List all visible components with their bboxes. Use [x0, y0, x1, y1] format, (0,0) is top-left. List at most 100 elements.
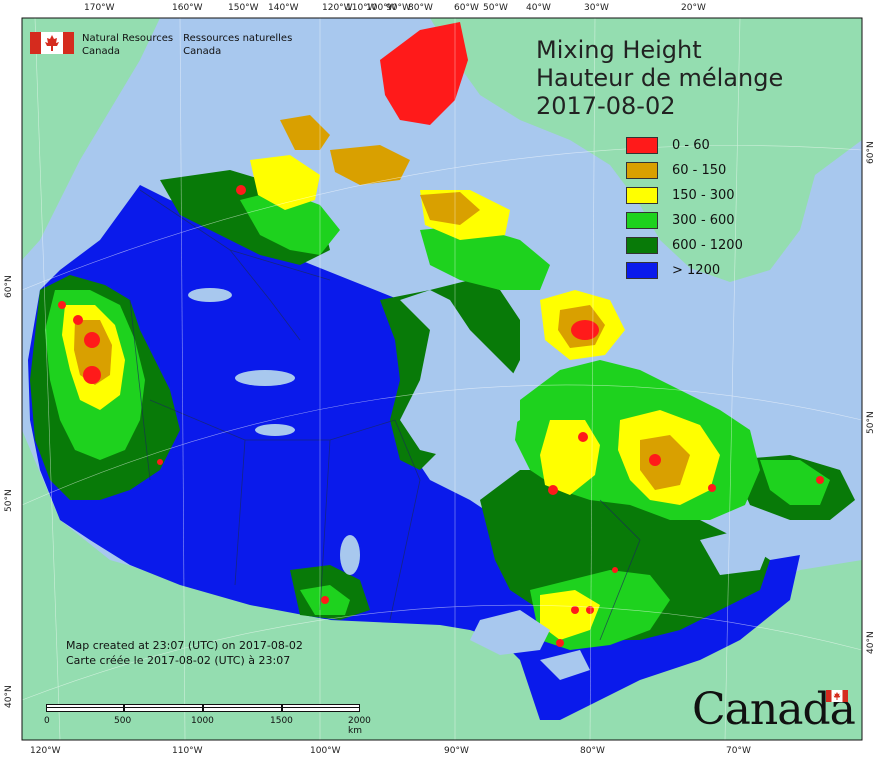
bottom-tick: 80°W — [580, 746, 605, 756]
zone-60-150 — [330, 145, 410, 185]
zone-0-60 — [548, 485, 558, 495]
zone-0-60 — [157, 459, 163, 465]
lake — [255, 424, 295, 436]
canada-flag-icon — [30, 32, 74, 54]
top-tick: 160°W — [172, 3, 203, 13]
zone-150-300 — [540, 590, 600, 640]
scale-label: 500 — [114, 716, 132, 726]
legend-label: 300 - 600 — [672, 213, 735, 228]
legend-swatch — [626, 237, 658, 254]
agency-fr-line2: Canada — [183, 46, 222, 57]
left-tick: 60°N — [4, 275, 14, 298]
creation-note-fr: Carte créée le 2017-08-02 (UTC) à 23:07 — [66, 654, 291, 667]
top-tick: 140°W — [268, 3, 299, 13]
zone-0-60 — [816, 476, 824, 484]
top-tick: 100°W — [366, 3, 397, 13]
top-tick: 110°W — [346, 3, 377, 13]
graticule — [21, 17, 863, 741]
zone-0-60 — [571, 320, 599, 340]
top-tick: 150°W — [228, 3, 259, 13]
scale-bar: 0 500 1000 1500 2000 km — [44, 704, 371, 736]
top-tick: 40°W — [526, 3, 551, 13]
gulf-st-lawrence — [700, 530, 770, 575]
zone-0-60 — [612, 567, 618, 573]
bottom-tick: 100°W — [310, 746, 341, 756]
zone-0-60 — [649, 454, 661, 466]
legend-item: 300 - 600 — [626, 208, 743, 233]
zone-300-600 — [420, 225, 550, 290]
legend-swatch — [626, 212, 658, 229]
zone-0-60 — [380, 22, 468, 125]
legend-label: 600 - 1200 — [672, 238, 743, 253]
legend-swatch — [626, 262, 658, 279]
hudson-bay — [400, 290, 520, 460]
zone-60-150 — [280, 115, 330, 150]
zone-0-60 — [708, 484, 716, 492]
alaska-land — [22, 18, 160, 260]
map-title: Mixing Height Hauteur de mélange 2017-08… — [536, 36, 783, 120]
legend: 0 - 60 60 - 150 150 - 300 300 - 600 600 - 12… — [626, 133, 743, 283]
zone-150-300 — [250, 155, 320, 210]
wordmark-flag-icon — [826, 690, 848, 702]
zone-0-60 — [58, 301, 66, 309]
top-tick: 120°W — [322, 3, 353, 13]
zone-0-60 — [556, 639, 564, 647]
legend-item: 0 - 60 — [626, 133, 743, 158]
legend-swatch — [626, 187, 658, 204]
legend-item: 60 - 150 — [626, 158, 743, 183]
lake — [235, 370, 295, 386]
top-tick: 20°W — [681, 3, 706, 13]
lake — [340, 535, 360, 575]
great-lakes — [470, 610, 550, 655]
agency-fr-line1: Ressources naturelles — [183, 33, 293, 44]
left-tick: 40°N — [4, 685, 14, 708]
zone-0-60 — [586, 606, 594, 614]
zone-0-60 — [84, 332, 100, 348]
bottom-tick: 90°W — [444, 746, 469, 756]
canada-blue-region — [28, 185, 800, 720]
scale-label: 0 — [44, 716, 50, 726]
great-lakes — [540, 650, 590, 680]
lake — [188, 288, 232, 302]
title-french: Hauteur de mélange — [536, 64, 784, 92]
scale-label: 2000 km — [348, 716, 371, 736]
legend-label: 0 - 60 — [672, 138, 710, 153]
legend-item: 600 - 1200 — [626, 233, 743, 258]
scale-label: 1500 — [270, 716, 293, 726]
top-tick: 80°W — [408, 3, 433, 13]
zone-0-60 — [73, 315, 83, 325]
zone-0-60 — [578, 432, 588, 442]
left-tick: 50°N — [4, 489, 14, 512]
bottom-tick: 70°W — [726, 746, 751, 756]
right-tick: 40°N — [866, 631, 876, 654]
zone-0-60 — [236, 185, 246, 195]
scale-label: 1000 — [191, 716, 214, 726]
top-tick: 60°W — [454, 3, 479, 13]
iceland-land — [800, 80, 862, 125]
agency-en-line1: Natural Resources — [82, 33, 174, 44]
creation-note: Map created at 23:07 (UTC) on 2017-08-02… — [66, 638, 303, 668]
title-date: 2017-08-02 — [536, 92, 676, 120]
top-tick: 90°W — [386, 3, 411, 13]
bottom-tick: 110°W — [172, 746, 203, 756]
province-boundaries — [129, 189, 641, 641]
zone-0-60 — [83, 366, 101, 384]
zone-0-60 — [571, 606, 579, 614]
zone-0-60 — [321, 596, 329, 604]
top-tick: 50°W — [483, 3, 508, 13]
agency-en-line2: Canada — [82, 46, 121, 57]
zone-60-150 — [420, 192, 480, 225]
top-tick: 170°W — [84, 3, 115, 13]
nrcan-signature: Natural Resources Canada Ressources natu… — [30, 32, 292, 58]
legend-label: 60 - 150 — [672, 163, 727, 178]
zone-60-150 — [74, 320, 112, 385]
legend-item: > 1200 — [626, 258, 743, 283]
creation-note-en: Map created at 23:07 (UTC) on 2017-08-02 — [66, 639, 303, 652]
top-tick: 30°W — [584, 3, 609, 13]
legend-label: 150 - 300 — [672, 188, 735, 203]
right-tick: 60°N — [866, 141, 876, 164]
zone-60-150 — [640, 435, 690, 490]
zone-300-600 — [240, 190, 340, 255]
